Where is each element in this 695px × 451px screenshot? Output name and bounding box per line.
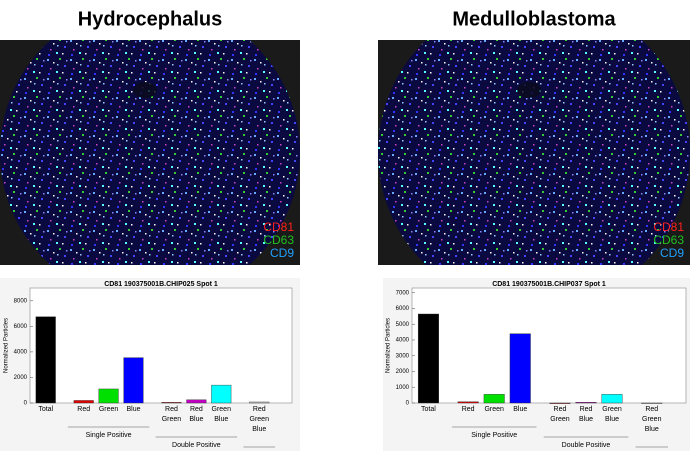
y-tick-label: 0 bbox=[24, 401, 28, 407]
y-tick-label: 4000 bbox=[14, 349, 28, 355]
x-tick-label: Blue bbox=[645, 426, 659, 433]
x-tick-label: Blue bbox=[189, 416, 203, 423]
bar bbox=[549, 402, 571, 404]
x-tick-label: Red bbox=[580, 406, 593, 413]
bar bbox=[211, 384, 232, 404]
image-hole bbox=[517, 82, 541, 98]
channel-label: CD81 bbox=[263, 220, 294, 234]
y-tick-label: 1000 bbox=[396, 385, 410, 391]
bar bbox=[249, 401, 270, 404]
x-tick-label: Green bbox=[642, 416, 662, 423]
bar bbox=[575, 402, 597, 404]
y-tick-label: 7000 bbox=[396, 290, 410, 296]
bar bbox=[641, 402, 663, 404]
channel-label: CD9 bbox=[270, 246, 294, 260]
x-tick-label: Blue bbox=[126, 406, 140, 413]
image-hole bbox=[133, 82, 157, 98]
x-tick-label: Red bbox=[165, 406, 178, 413]
y-tick-label: 3000 bbox=[396, 353, 410, 359]
panel-title: Medulloblastoma bbox=[452, 8, 616, 30]
group-label: Double Positive bbox=[562, 442, 611, 449]
channel-label: CD63 bbox=[263, 233, 294, 247]
y-tick-label: 0 bbox=[406, 401, 410, 407]
bar bbox=[457, 401, 479, 404]
x-tick-label: Green bbox=[550, 416, 570, 423]
x-tick-label: Green bbox=[212, 406, 232, 413]
x-tick-label: Red bbox=[253, 406, 266, 413]
x-tick-label: Red bbox=[462, 406, 475, 413]
group-label: Single Positive bbox=[86, 432, 132, 439]
y-tick-label: 6000 bbox=[396, 306, 410, 312]
panel-title: Hydrocephalus bbox=[78, 8, 222, 30]
x-tick-label: Blue bbox=[579, 416, 593, 423]
bar bbox=[98, 388, 119, 404]
bar bbox=[509, 333, 531, 404]
y-axis-label: Normalized Particles bbox=[386, 318, 392, 373]
x-tick-label: Red bbox=[645, 406, 658, 413]
bar bbox=[161, 402, 182, 404]
plot-area bbox=[29, 287, 293, 404]
x-tick-label: Blue bbox=[214, 416, 228, 423]
channel-label: CD9 bbox=[660, 246, 684, 260]
chart-title: CD81 190375001B.CHIP037 Spot 1 bbox=[492, 281, 606, 288]
y-axis-label: Normalized Particles bbox=[4, 318, 10, 373]
plot-area bbox=[411, 287, 687, 404]
x-tick-label: Green bbox=[602, 406, 622, 413]
bar bbox=[73, 400, 94, 404]
channel-label: CD81 bbox=[653, 220, 684, 234]
y-tick-label: 4000 bbox=[396, 338, 410, 344]
x-tick-label: Green bbox=[162, 416, 182, 423]
y-tick-label: 6000 bbox=[14, 324, 28, 330]
y-tick-label: 2000 bbox=[14, 375, 28, 381]
bar bbox=[123, 357, 144, 404]
bar bbox=[417, 313, 439, 404]
chart-title: CD81 190375001B.CHIP025 Spot 1 bbox=[104, 281, 218, 288]
group-label: Single Positive bbox=[471, 432, 517, 439]
particle-image bbox=[0, 40, 300, 265]
bar bbox=[601, 394, 623, 404]
y-tick-label: 5000 bbox=[396, 322, 410, 328]
y-tick-label: 8000 bbox=[14, 298, 28, 304]
x-tick-label: Red bbox=[554, 406, 567, 413]
bar bbox=[483, 394, 505, 404]
channel-label: CD63 bbox=[653, 233, 684, 247]
bar bbox=[35, 316, 56, 404]
particle-image bbox=[378, 40, 690, 265]
x-tick-label: Green bbox=[99, 406, 119, 413]
x-tick-label: Green bbox=[484, 406, 504, 413]
bar bbox=[186, 399, 207, 404]
y-tick-label: 2000 bbox=[396, 369, 410, 375]
x-tick-label: Total bbox=[421, 406, 436, 413]
x-tick-label: Blue bbox=[513, 406, 527, 413]
group-label: Double Positive bbox=[172, 442, 221, 449]
x-tick-label: Blue bbox=[252, 426, 266, 433]
x-tick-label: Blue bbox=[605, 416, 619, 423]
x-tick-label: Green bbox=[250, 416, 270, 423]
x-tick-label: Red bbox=[190, 406, 203, 413]
x-tick-label: Red bbox=[77, 406, 90, 413]
x-tick-label: Total bbox=[38, 406, 53, 413]
